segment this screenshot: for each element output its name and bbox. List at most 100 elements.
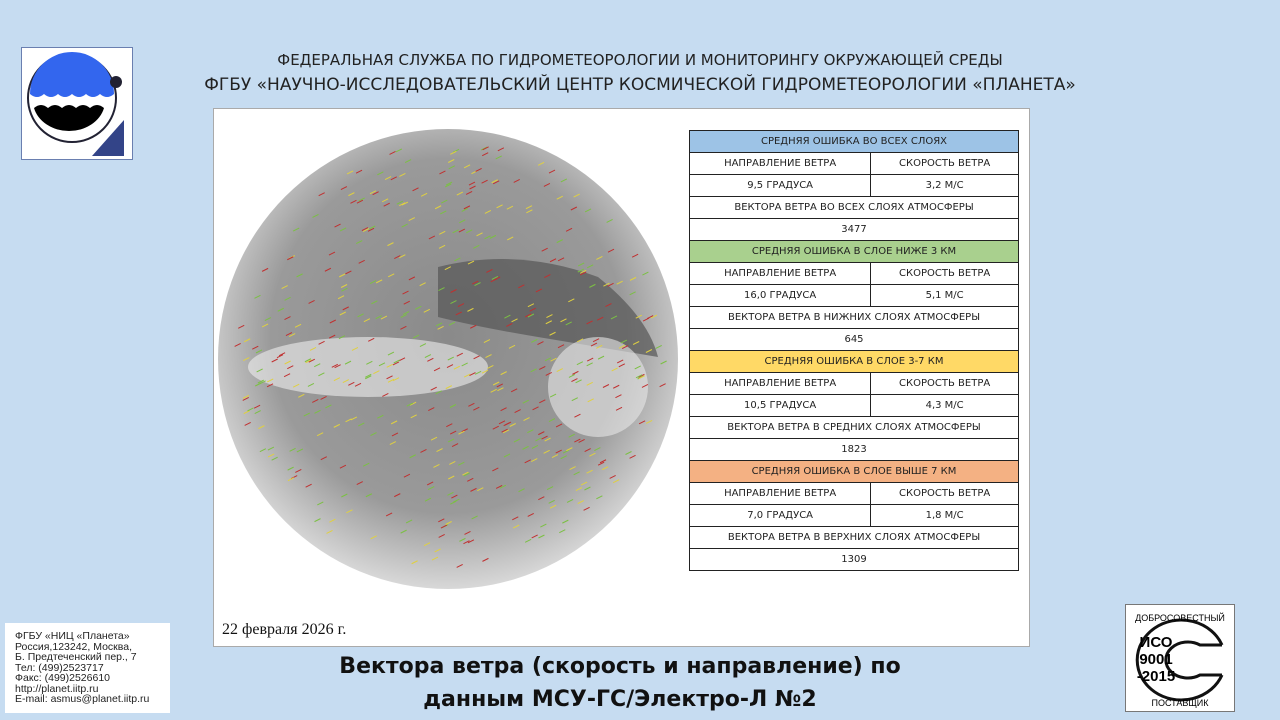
wind-vector [377,414,384,419]
vector-count: 645 [689,328,1019,351]
wind-vector [487,365,494,369]
wind-vector [410,414,417,419]
wind-vector [538,534,545,539]
wind-vector [605,303,612,308]
wind-vector [447,491,454,496]
wind-vector [586,362,593,367]
svg-text:ПОСТАВЩИК: ПОСТАВЩИК [1151,698,1209,708]
wind-vector [363,318,371,323]
wind-vector [277,307,284,312]
wind-vector [389,151,396,155]
wind-vector [579,269,587,274]
wind-vector [489,234,497,239]
wind-vector [339,273,346,278]
wind-vector [596,344,603,349]
wind-vector [377,171,384,176]
wind-vector [492,180,500,185]
wind-vector [549,393,557,398]
wind-vector [458,461,465,466]
wind-vector [412,334,420,339]
wind-vector [406,402,414,407]
wind-vector [531,338,538,343]
wind-vector [586,320,593,325]
wind-vector [439,230,446,235]
wind-vector [366,360,373,365]
wind-vector [337,295,345,300]
wind-vector [292,227,300,232]
wind-vector [482,557,489,562]
wind-vector [271,358,278,363]
wind-vector [358,422,365,427]
label-row: НАПРАВЛЕНИЕ ВЕТРА СКОРОСТЬ ВЕТРА [688,482,1019,505]
wind-vector [355,240,363,245]
wind-vector [601,466,609,471]
wind-vector [492,425,499,430]
wind-vector [557,257,565,262]
wind-vector [295,469,302,473]
wind-vector [373,370,380,375]
wind-vector [346,509,353,514]
wind-vector [326,529,333,534]
speed-error: 4,3 М/С [870,394,1019,417]
wind-vector [549,504,557,509]
wind-vector [543,182,551,187]
wind-vector [409,454,416,459]
wind-vector [560,178,568,183]
wind-vector [317,501,324,506]
label-row: НАПРАВЛЕНИЕ ВЕТРА СКОРОСТЬ ВЕТРА [688,262,1019,285]
wind-vector [602,384,610,388]
value-row: 10,5 ГРАДУСА 4,3 М/С [688,394,1019,417]
wind-vector [287,256,294,261]
wind-vector [457,303,465,308]
wind-vector [358,259,365,264]
wind-vector [586,264,594,269]
wind-vector [468,402,475,407]
wind-vector [583,506,590,511]
wind-vector [607,248,615,253]
wind-vector [589,283,596,288]
wind-vector [472,280,479,285]
wind-vector [566,498,574,503]
wind-vector [638,420,646,425]
wind-vector [629,276,637,281]
wind-vector [592,338,600,343]
wind-vector [256,368,263,373]
wind-vector [576,338,584,343]
speed-error: 1,8 М/С [870,504,1019,527]
wind-vector [559,529,566,534]
wind-vector [438,287,445,292]
wind-vector [354,382,362,387]
wind-vector [500,371,507,376]
wind-vector [350,199,357,204]
wind-vector [266,378,274,383]
wind-vector [557,344,565,349]
wind-vector [467,539,475,544]
wind-vector [386,375,393,380]
wind-vector [448,321,456,326]
wind-vector [453,498,460,503]
wind-vector [522,399,529,404]
wind-vector [365,493,373,498]
wind-vector [449,404,457,408]
wind-vector [356,481,363,486]
wind-vector [392,377,400,382]
website-link[interactable]: http://planet.iitp.ru [15,682,99,695]
wind-vector [304,358,312,363]
wind-vector [454,257,461,262]
wind-vector [481,369,489,374]
wind-vector [513,438,521,443]
wind-vector [387,242,394,247]
wind-vector [320,456,328,461]
wind-vector [428,407,435,412]
wind-vector [458,430,465,435]
wind-vector [316,432,324,437]
wind-vector [596,255,603,260]
email-link[interactable]: E-mail: asmus@planet.iitp.ru [15,693,150,705]
wind-vector [469,185,476,190]
wind-vector [615,394,622,399]
wind-vector [463,373,471,378]
wind-vector [243,338,251,343]
wind-vector [328,251,336,256]
wind-vector [655,344,662,349]
wind-vector [438,533,445,538]
